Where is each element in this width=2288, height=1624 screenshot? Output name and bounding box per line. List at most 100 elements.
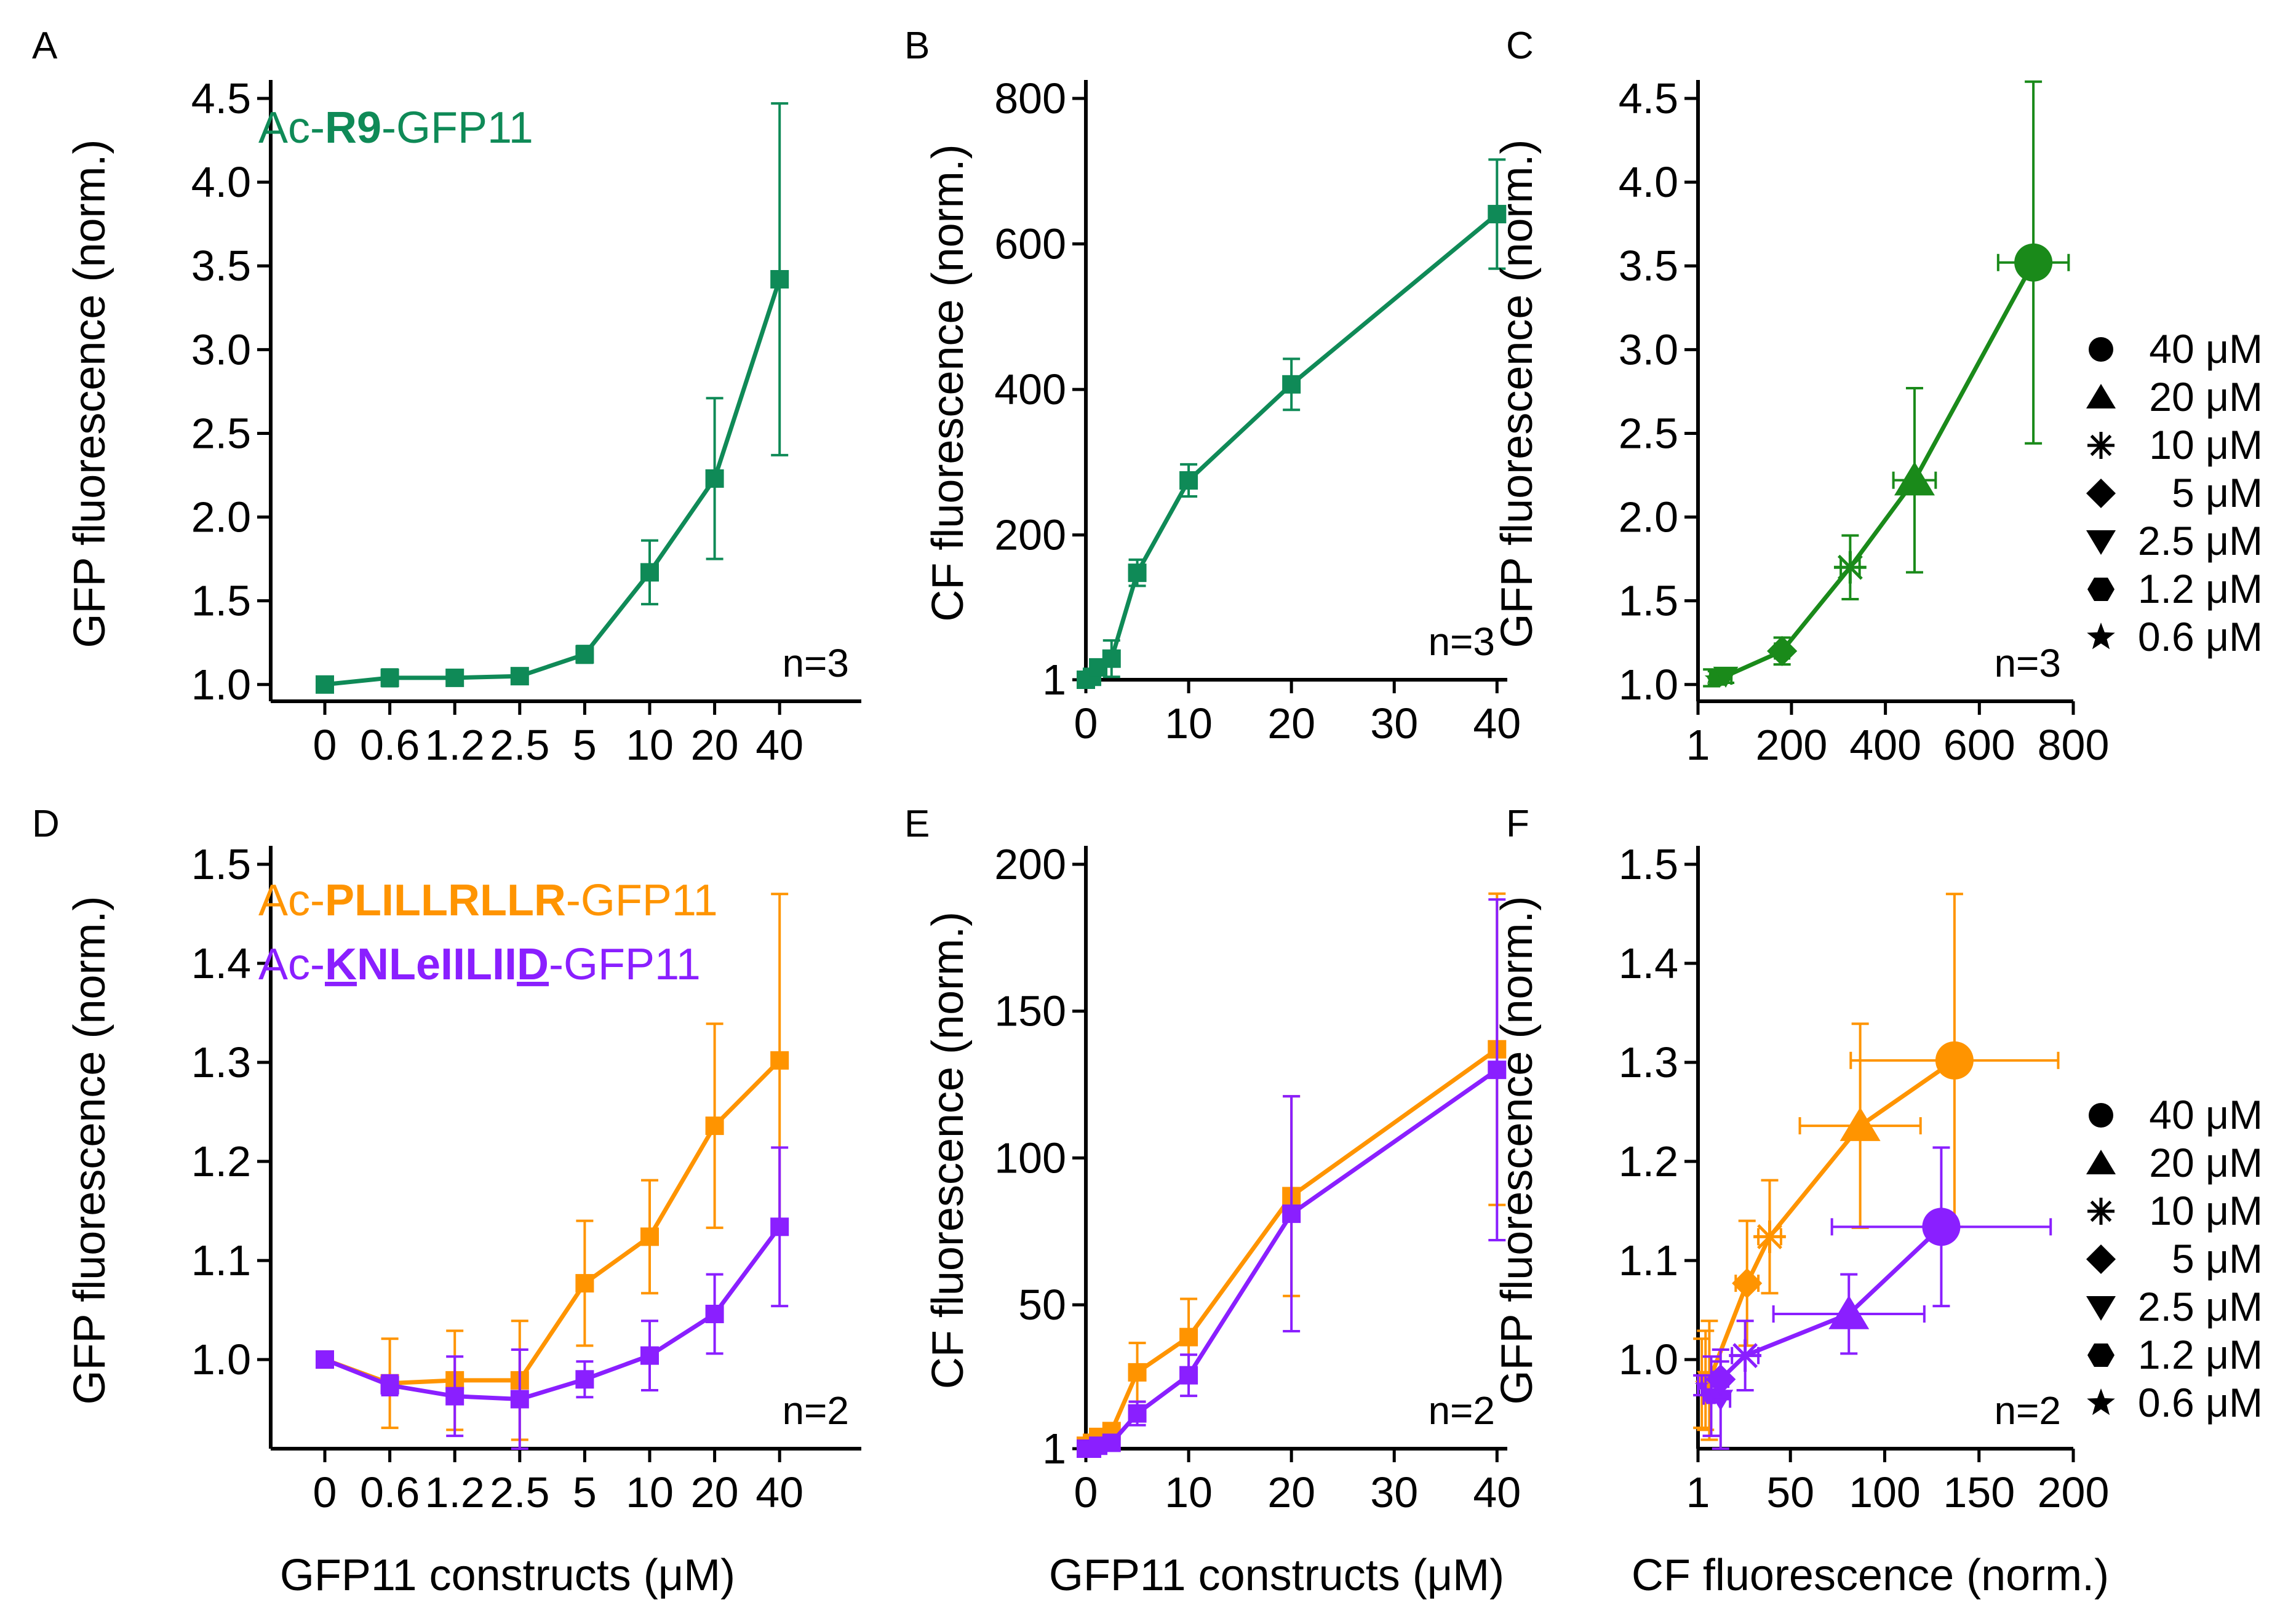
legend-symbol	[2086, 530, 2116, 555]
y-tick-label: 1.0	[1619, 1335, 1678, 1383]
y-tick-label: 1.0	[1619, 661, 1678, 709]
y-tick-label: 4.0	[191, 158, 251, 206]
x-tick-label: 150	[1943, 1468, 2015, 1516]
n-label: n=3	[782, 641, 849, 685]
x-tick-label: 0	[313, 1468, 337, 1516]
data-point	[770, 270, 789, 289]
data-point	[445, 668, 464, 687]
n-label: n=2	[782, 1388, 849, 1433]
series-2	[1693, 1146, 2052, 1450]
data-point	[1179, 1366, 1198, 1385]
panel-b: 1 200 400 600 800 0 10 20 30 40 CF fluorescence (n…	[923, 74, 1521, 747]
y-axis-title: CF fluorescence (norm.)	[923, 912, 973, 1389]
x-tick-label: 1	[1686, 1468, 1710, 1516]
panel-letter-c: C	[1506, 25, 1534, 67]
legend-label: 2.5 μM	[2138, 1284, 2263, 1329]
legend-item: 2.5 μM	[2086, 1284, 2263, 1329]
data-point	[1705, 1364, 1736, 1395]
y-tick-label: 4.5	[1619, 74, 1678, 122]
legend-item: 5 μM	[2086, 1236, 2263, 1281]
panel-letter-a: A	[32, 25, 58, 67]
series-1	[316, 102, 789, 694]
y-tick-label: 1	[1042, 1425, 1066, 1473]
legend-item: 0.6 μM	[2087, 1380, 2263, 1425]
data-point	[770, 1051, 789, 1070]
y-tick-label: 1.1	[191, 1236, 251, 1284]
data-point	[1488, 205, 1507, 224]
y-tick-label: 1.4	[1619, 939, 1678, 987]
legend-label: 5 μM	[2172, 1236, 2263, 1281]
n-label: n=3	[1994, 641, 2061, 685]
x-tick-label: 40	[1473, 1468, 1521, 1516]
legend-symbol	[2086, 479, 2116, 508]
series-line	[324, 1059, 781, 1386]
data-point	[575, 1274, 594, 1293]
legend-label: 10 μM	[2149, 422, 2263, 468]
panel-letter-f: F	[1506, 803, 1529, 845]
data-point	[1128, 1404, 1147, 1423]
data-point	[705, 469, 724, 488]
legend-label: 20 μM	[2149, 374, 2263, 420]
legend-item: 20 μM	[2086, 374, 2263, 420]
data-point	[380, 668, 399, 687]
data-point	[1128, 563, 1147, 583]
series-2	[316, 1146, 789, 1450]
legend-label: 10 μM	[2149, 1188, 2263, 1233]
x-tick-label: 5	[573, 721, 597, 769]
panel-c: 1.0 1.5 2.0 2.5 3.0 3.5 4.0 4.5 1 200 400 600 800 GFP…	[1493, 74, 2109, 769]
legend-symbol	[2086, 1150, 2116, 1174]
legend-symbol	[2087, 623, 2115, 650]
data-point	[1767, 635, 1798, 666]
x-tick-label: 10	[1165, 1468, 1213, 1516]
series-line	[1712, 261, 2036, 680]
peptide-label-r9: Ac-R9-GFP11	[258, 103, 533, 153]
x-tick-label: 1	[1686, 721, 1710, 769]
data-point	[1179, 471, 1198, 490]
y-tick-label: 150	[994, 987, 1066, 1035]
panel-letter-e: E	[904, 803, 930, 845]
peptide-label-plillrllr: Ac-PLILLRLLR-GFP11	[258, 876, 718, 925]
legend-label: 40 μM	[2149, 326, 2263, 372]
data-point	[1102, 649, 1121, 668]
legend-item: 10 μM	[2087, 422, 2263, 468]
x-tick-label: 0.6	[360, 1468, 420, 1516]
legend-item: 0.6 μM	[2087, 614, 2263, 659]
y-tick-label: 3.0	[191, 325, 251, 373]
legend-item: 5 μM	[2086, 470, 2263, 515]
data-point	[1488, 1061, 1507, 1080]
x-tick-label: 0.6	[360, 721, 420, 769]
y-tick-label: 2.5	[191, 409, 251, 457]
x-tick-label: 10	[626, 721, 674, 769]
legend-symbol	[2089, 1103, 2113, 1128]
series-line	[324, 1225, 782, 1402]
y-tick-label: 1.5	[1619, 577, 1678, 625]
data-point	[1833, 551, 1867, 584]
data-point	[575, 1370, 594, 1389]
n-label: n=3	[1428, 619, 1495, 664]
legend-label: 0.6 μM	[2138, 614, 2263, 659]
x-tick-label: 50	[1766, 1468, 1814, 1516]
data-point	[1713, 666, 1739, 688]
x-axis-title-d: GFP11 constructs (μM)	[280, 1551, 735, 1600]
data-point	[1840, 1107, 1881, 1141]
data-point	[1729, 1339, 1762, 1372]
x-tick-label: 0	[1074, 1468, 1098, 1516]
series-2	[1077, 898, 1507, 1458]
x-tick-label: 20	[1267, 1468, 1315, 1516]
x-axis-title-e: GFP11 constructs (μM)	[1049, 1551, 1504, 1600]
legend-item: 1.2 μM	[2087, 566, 2263, 611]
x-tick-label: 30	[1370, 699, 1418, 747]
x-tick-label: 40	[755, 721, 803, 769]
legend-label: 40 μM	[2149, 1092, 2263, 1137]
data-point	[640, 1227, 659, 1246]
y-axis-title: GFP fluorescence (norm.)	[65, 140, 114, 648]
x-tick-label: 2.5	[490, 1468, 549, 1516]
legend-symbol	[2087, 1388, 2115, 1415]
data-point	[1102, 1433, 1121, 1452]
y-tick-label: 1	[1042, 656, 1066, 704]
y-tick-label: 1.5	[1619, 840, 1678, 888]
legend-label: 1.2 μM	[2138, 566, 2263, 611]
